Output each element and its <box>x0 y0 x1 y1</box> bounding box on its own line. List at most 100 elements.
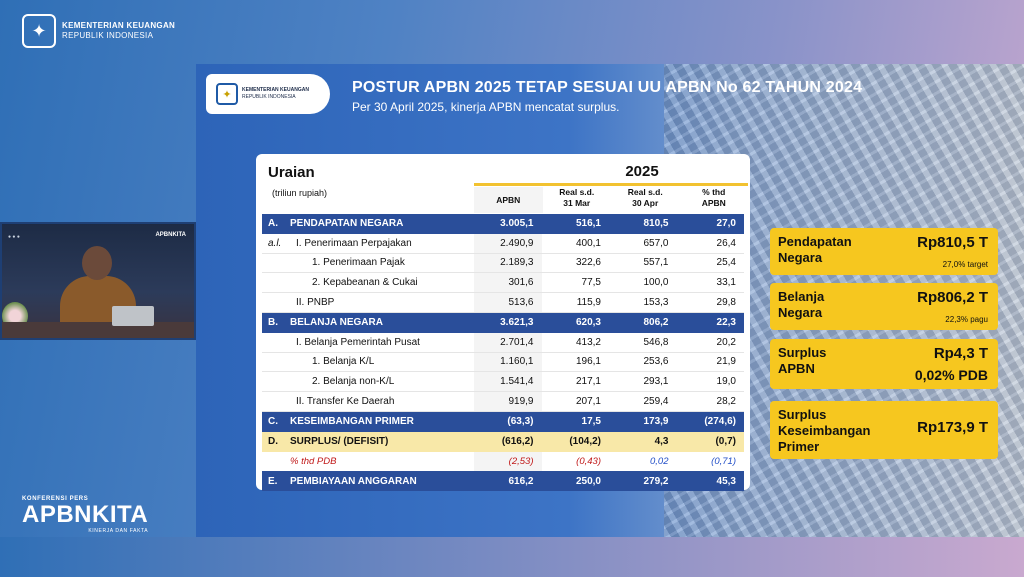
table-cell: 17,5 <box>581 416 601 428</box>
row-text: KESEIMBANGAN PRIMER <box>290 416 414 428</box>
row-text: 2. Kepabeanan & Cukai <box>312 277 418 289</box>
table-cell: (0,7) <box>715 436 736 448</box>
table-cell: 77,5 <box>581 277 601 289</box>
card-label: Surplus Keseimbangan Primer <box>778 407 871 454</box>
slide-subtitle: Per 30 April 2025, kinerja APBN mencatat… <box>352 100 620 114</box>
table-cell: 26,4 <box>716 237 736 249</box>
table-cell: 513,6 <box>474 293 542 312</box>
row-code: D. <box>268 436 278 448</box>
table-cell: 45,3 <box>716 475 736 487</box>
table-cell: 217,1 <box>575 376 601 388</box>
desk <box>2 322 194 338</box>
table-cell: 1.541,4 <box>474 372 542 392</box>
table-row: A. PENDAPATAN NEGARA 3.005,1 516,1 810,5 27,0 <box>262 214 744 234</box>
row-text: I. Penerimaan Perpajakan <box>296 237 412 249</box>
row-text: PEMBIAYAAN ANGGARAN <box>290 475 417 487</box>
presentation-slide: ✦ KEMENTERIAN KEUANGAN REPUBLIK INDONESI… <box>196 64 1024 537</box>
table-cell: 253,6 <box>643 356 669 368</box>
apbn-table: Uraian (triliun rupiah) 2025 APBN Real s.… <box>256 154 750 492</box>
column-headers: APBN Real s.d. 31 Mar Real s.d. 30 Apr % thd A… <box>474 187 748 213</box>
row-text: 1. Penerimaan Pajak <box>312 257 405 269</box>
row-label: 2. Belanja non-K/L <box>262 372 474 391</box>
table-cell: (63,3) <box>507 416 534 428</box>
row-label: 1. Belanja K/L <box>262 353 474 372</box>
table-row: 2. Kepabeanan & Cukai 301,6 77,5 100,0 33,1 <box>262 273 744 294</box>
table-cell: (0,71) <box>711 455 736 467</box>
table-cell: 29,8 <box>716 297 736 309</box>
speaker-video[interactable]: ● ● ● APBNKITA <box>0 222 196 340</box>
table-cell: 21,9 <box>716 356 736 368</box>
table-cell: 4,3 <box>654 436 669 448</box>
table-cell: 657,0 <box>643 237 669 249</box>
table-header: Uraian (triliun rupiah) 2025 APBN Real s.… <box>262 158 748 214</box>
card-note: 0,02% PDB <box>914 367 988 383</box>
card-note: 27,0% target <box>942 260 988 269</box>
row-label: 2. Kepabeanan & Cukai <box>262 273 474 292</box>
table-row: % thd PDB (2,53) (0,43) 0,02 (0,71) <box>262 451 744 472</box>
row-label: % thd PDB <box>262 452 474 472</box>
table-row: E. PEMBIAYAAN ANGGARAN 616,2 250,0 279,2 45,3 <box>262 471 744 492</box>
table-cell: 2.490,9 <box>474 233 542 253</box>
row-text: II. Transfer Ke Daerah <box>296 396 395 408</box>
row-label: I. Belanja Pemerintah Pusat <box>262 333 474 352</box>
top-strip: ✦ KEMENTERIAN KEUANGAN REPUBLIK INDONESI… <box>0 0 1024 60</box>
card-label: Belanja Negara <box>778 289 825 320</box>
summary-card: Belanja Negara Rp806,2 T 22,3% pagu <box>770 283 998 330</box>
row-code: A. <box>268 218 278 230</box>
table-cell: 919,9 <box>474 392 542 411</box>
table-row: I. Belanja Pemerintah Pusat 2.701,4 413,2 5… <box>262 332 744 353</box>
table-row: D. SURPLUS/ (DEFISIT) (616,2) (104,2) 4,3 (0,… <box>262 431 744 452</box>
table-cell: 33,1 <box>716 277 736 289</box>
table-cell: 546,8 <box>643 336 669 348</box>
slide-title: POSTUR APBN 2025 TETAP SESUAI UU APBN No… <box>352 79 863 96</box>
table-row: 2. Belanja non-K/L 1.541,4 217,1 293,1 19,0 <box>262 372 744 393</box>
table-row: a.l. I. Penerimaan Perpajakan 2.490,9 400,1… <box>262 233 744 254</box>
video-label: APBNKITA <box>155 232 186 238</box>
row-text: 2. Belanja non-K/L <box>312 376 395 388</box>
card-label: Pendapatan Negara <box>778 234 852 265</box>
table-cell: 259,4 <box>643 396 669 408</box>
row-text: BELANJA NEGARA <box>290 317 383 329</box>
table-row: C. KESEIMBANGAN PRIMER (63,3) 17,5 173,9 (274… <box>262 411 744 432</box>
row-text: PENDAPATAN NEGARA <box>290 218 404 230</box>
org-name-line1: KEMENTERIAN KEUANGAN <box>62 21 176 30</box>
table-cell: 413,2 <box>575 336 601 348</box>
table-cell: 28,2 <box>716 396 736 408</box>
table-cell: 806,2 <box>643 317 669 329</box>
slide-emblem-icon: ✦ <box>216 83 238 105</box>
table-cell: 620,3 <box>575 317 601 329</box>
table-cell: 516,1 <box>575 218 601 230</box>
video-watermark: ● ● ● <box>8 234 20 240</box>
table-cell: 1.160,1 <box>474 352 542 372</box>
emblem-icon: ✦ <box>22 14 56 48</box>
year-underline <box>474 183 748 186</box>
table-cell: 22,3 <box>716 317 736 329</box>
table-cell: (2,53) <box>474 451 542 472</box>
row-code: E. <box>268 475 278 487</box>
table-cell: 25,4 <box>716 257 736 269</box>
table-cell: 27,0 <box>716 218 736 230</box>
row-label: 1. Penerimaan Pajak <box>262 254 474 273</box>
table-cell: 400,1 <box>575 237 601 249</box>
table-body: A. PENDAPATAN NEGARA 3.005,1 516,1 810,5 27,0… <box>262 214 744 492</box>
table-cell: 557,1 <box>643 257 669 269</box>
row-text: 1. Belanja K/L <box>312 356 375 368</box>
slide-logo-line2: REPUBLIK INDONESIA <box>242 94 296 100</box>
card-label: Surplus APBN <box>778 345 827 376</box>
table-cell: 196,1 <box>575 356 601 368</box>
table-cell: 115,9 <box>576 297 601 309</box>
card-value: Rp4,3 T <box>933 345 988 362</box>
table-cell: 100,0 <box>643 277 669 289</box>
table-cell: 20,2 <box>716 336 736 348</box>
row-label: C. KESEIMBANGAN PRIMER <box>262 412 474 432</box>
table-cell: 0,02 <box>650 455 669 467</box>
table-cell: 301,6 <box>474 273 542 293</box>
row-label: D. SURPLUS/ (DEFISIT) <box>262 432 474 452</box>
table-cell: 19,0 <box>716 376 736 388</box>
card-value: Rp806,2 T <box>917 289 988 306</box>
unit-label: (triliun rupiah) <box>272 188 328 198</box>
row-label: II. Transfer Ke Daerah <box>262 392 474 411</box>
table-cell: 3.005,1 <box>500 218 534 230</box>
table-cell: 3.621,3 <box>500 317 534 329</box>
row-label: a.l. I. Penerimaan Perpajakan <box>262 234 474 253</box>
